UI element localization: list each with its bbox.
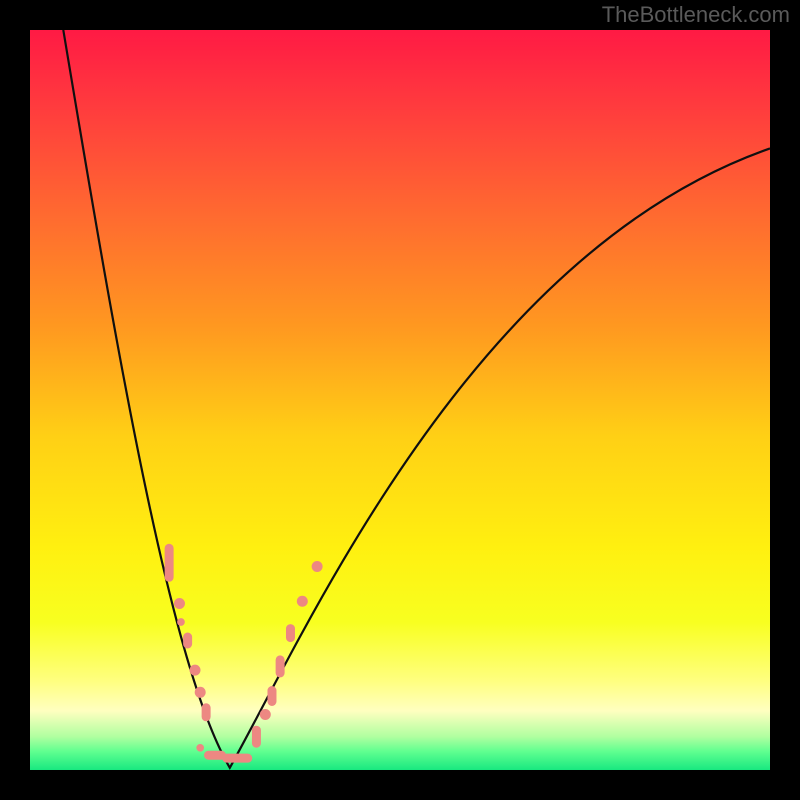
- data-marker: [252, 726, 261, 748]
- source-watermark: TheBottleneck.com: [602, 2, 790, 27]
- data-marker: [276, 655, 285, 677]
- data-marker: [312, 561, 323, 572]
- data-marker: [222, 754, 252, 763]
- data-marker: [267, 686, 276, 706]
- data-marker: [260, 709, 271, 720]
- data-marker: [177, 618, 185, 626]
- bottleneck-chart: TheBottleneck.com: [0, 0, 800, 800]
- data-marker: [196, 744, 204, 752]
- chart-root: TheBottleneck.com: [0, 0, 800, 800]
- data-marker: [190, 665, 201, 676]
- plot-background: [30, 30, 770, 770]
- data-marker: [286, 624, 295, 642]
- data-marker: [174, 598, 185, 609]
- data-marker: [183, 633, 192, 649]
- data-marker: [165, 544, 174, 582]
- data-marker: [195, 687, 206, 698]
- data-marker: [202, 703, 211, 721]
- data-marker: [297, 596, 308, 607]
